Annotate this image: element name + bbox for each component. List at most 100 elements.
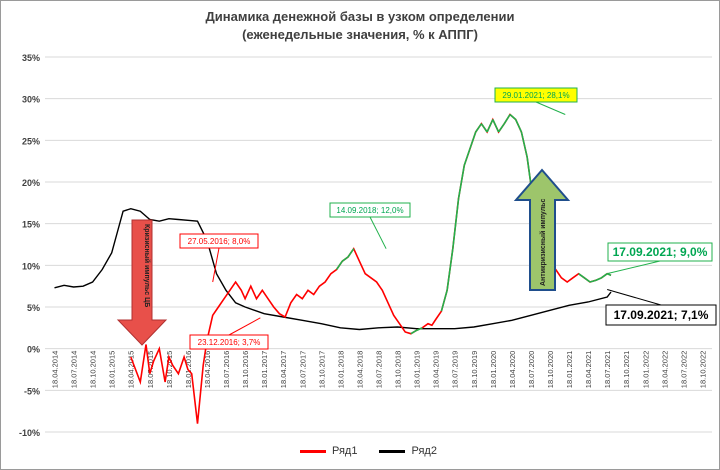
- annotation-leader: [212, 247, 220, 283]
- x-tick-label: 18.04.2022: [660, 351, 669, 389]
- series-segment: [480, 123, 488, 133]
- series-rise-highlights: [335, 113, 612, 335]
- legend-label-series2: Ряд2: [411, 445, 437, 457]
- x-tick-label: 18.07.2020: [527, 351, 536, 389]
- annotation-box: [329, 202, 411, 218]
- annotation-callout: 14.09.2018; 12,0%: [329, 202, 411, 249]
- annotation-label: 27.05.2016; 8,0%: [188, 237, 251, 246]
- annotation-label: 23.12.2016; 3,7%: [198, 338, 261, 347]
- y-tick-label: -10%: [19, 428, 40, 438]
- arrow-up-anticrisis: Антикризисный импульс: [513, 168, 571, 291]
- x-tick-label: 18.01.2022: [641, 351, 650, 389]
- y-tick-label: -5%: [24, 386, 40, 396]
- series-segment: [514, 119, 523, 133]
- x-tick-label: 18.04.2014: [51, 351, 60, 389]
- x-tick-label: 18.04.2016: [203, 351, 212, 389]
- series-segment: [410, 329, 418, 335]
- y-tick-label: 35%: [22, 53, 40, 63]
- y-tick-label: 15%: [22, 220, 40, 230]
- series-segment: [446, 248, 454, 291]
- x-tick-label: 18.10.2016: [241, 351, 250, 389]
- legend-swatch-series2: [379, 449, 406, 453]
- series-segment: [335, 260, 343, 270]
- x-tick-label: 18.04.2020: [508, 351, 517, 389]
- x-tick-label: 18.10.2017: [317, 351, 326, 389]
- annotation-box: [607, 242, 713, 262]
- y-tick-label: 10%: [22, 261, 40, 271]
- series-segment: [583, 277, 591, 283]
- annotation-box: [605, 304, 717, 326]
- x-tick-label: 18.01.2021: [565, 351, 574, 389]
- series-segment: [416, 327, 423, 332]
- annotation-box: [179, 233, 259, 249]
- series-segment: [469, 131, 477, 149]
- x-tick-label: 18.10.2015: [165, 351, 174, 389]
- series-line-ryad2: [54, 207, 612, 331]
- x-tick-label: 18.04.2018: [355, 351, 364, 389]
- series-segment: [503, 114, 511, 125]
- y-tick-label: 20%: [22, 178, 40, 188]
- arrow-down-shape: [116, 219, 168, 346]
- legend-item-series2[interactable]: Ряд2: [379, 445, 437, 457]
- legend-label-series1: Ряд1: [332, 445, 358, 457]
- x-tick-label: 18.07.2017: [298, 351, 307, 389]
- x-tick-label: 18.10.2022: [698, 351, 707, 389]
- annotation-callout: 17.09.2021; 7,1%: [605, 289, 717, 326]
- series-segment: [347, 248, 355, 258]
- annotation-leader: [535, 101, 566, 115]
- legend: Ряд1 Ряд2: [300, 445, 437, 457]
- y-tick-label: 0%: [27, 345, 40, 355]
- annotation-callout: 23.12.2016; 3,7%: [189, 317, 269, 350]
- x-tick-label: 18.10.2014: [89, 351, 98, 389]
- legend-item-series1[interactable]: Ряд1: [300, 445, 357, 457]
- x-tick-label: 18.01.2015: [108, 351, 117, 389]
- legend-swatch-series1: [300, 449, 326, 453]
- annotation-box: [189, 334, 269, 350]
- x-tick-label: 18.01.2017: [260, 351, 269, 389]
- arrow-up-label: Антикризисный импульс: [539, 199, 547, 286]
- x-tick-label: 18.04.2015: [127, 351, 136, 389]
- annotation-label: 17.09.2021; 7,1%: [614, 308, 709, 322]
- annotation-leader: [607, 289, 662, 306]
- x-tick-label: 18.10.2019: [470, 351, 479, 389]
- y-tick-label: 25%: [22, 136, 40, 146]
- x-tick-label: 18.04.2017: [279, 351, 288, 389]
- x-tick-label: 18.10.2021: [622, 351, 631, 389]
- x-tick-label: 18.04.2021: [584, 351, 593, 389]
- annotation-label: 14.09.2018; 12,0%: [336, 206, 403, 215]
- x-tick-label: 18.07.2019: [451, 351, 460, 389]
- annotation-label: 17.09.2021; 9,0%: [613, 245, 708, 259]
- series-segment: [520, 131, 528, 158]
- chart-subtitle: (еженедельные значения, % к АППГ): [242, 27, 478, 42]
- series-segment: [457, 165, 466, 199]
- x-tick-label: 18.10.2018: [394, 351, 403, 389]
- series-segment: [486, 119, 494, 133]
- annotation-leader: [607, 260, 661, 275]
- arrow-down-label: Кризисный импульс ЦБ: [143, 224, 151, 307]
- series-segment: [463, 148, 471, 166]
- annotation-callout: 27.05.2016; 8,0%: [179, 233, 259, 283]
- annotation-leader: [369, 216, 387, 249]
- annotation-callout: 29.01.2021; 28,1%: [494, 87, 578, 115]
- x-tick-label: 18.10.2020: [546, 351, 555, 389]
- series-segment: [440, 290, 448, 312]
- x-tick-label: 18.07.2021: [603, 351, 612, 389]
- series-segment: [475, 123, 483, 133]
- x-tick-label: 18.01.2019: [413, 351, 422, 389]
- series-segment: [595, 277, 602, 282]
- series-segment: [497, 123, 505, 133]
- x-tick-label: 18.07.2018: [375, 351, 384, 389]
- series-segment: [452, 198, 460, 249]
- series-segment: [509, 113, 517, 121]
- annotation-label: 29.01.2021; 28,1%: [502, 91, 569, 100]
- series-segment: [589, 279, 596, 283]
- x-tick-label: 18.07.2022: [679, 351, 688, 389]
- x-tick-label: 18.07.2014: [70, 351, 79, 389]
- series-segment: [600, 273, 608, 279]
- y-tick-label: 5%: [27, 303, 40, 313]
- y-tick-label: 30%: [22, 95, 40, 105]
- x-tick-label: 18.04.2019: [432, 351, 441, 389]
- series-segment: [492, 119, 500, 133]
